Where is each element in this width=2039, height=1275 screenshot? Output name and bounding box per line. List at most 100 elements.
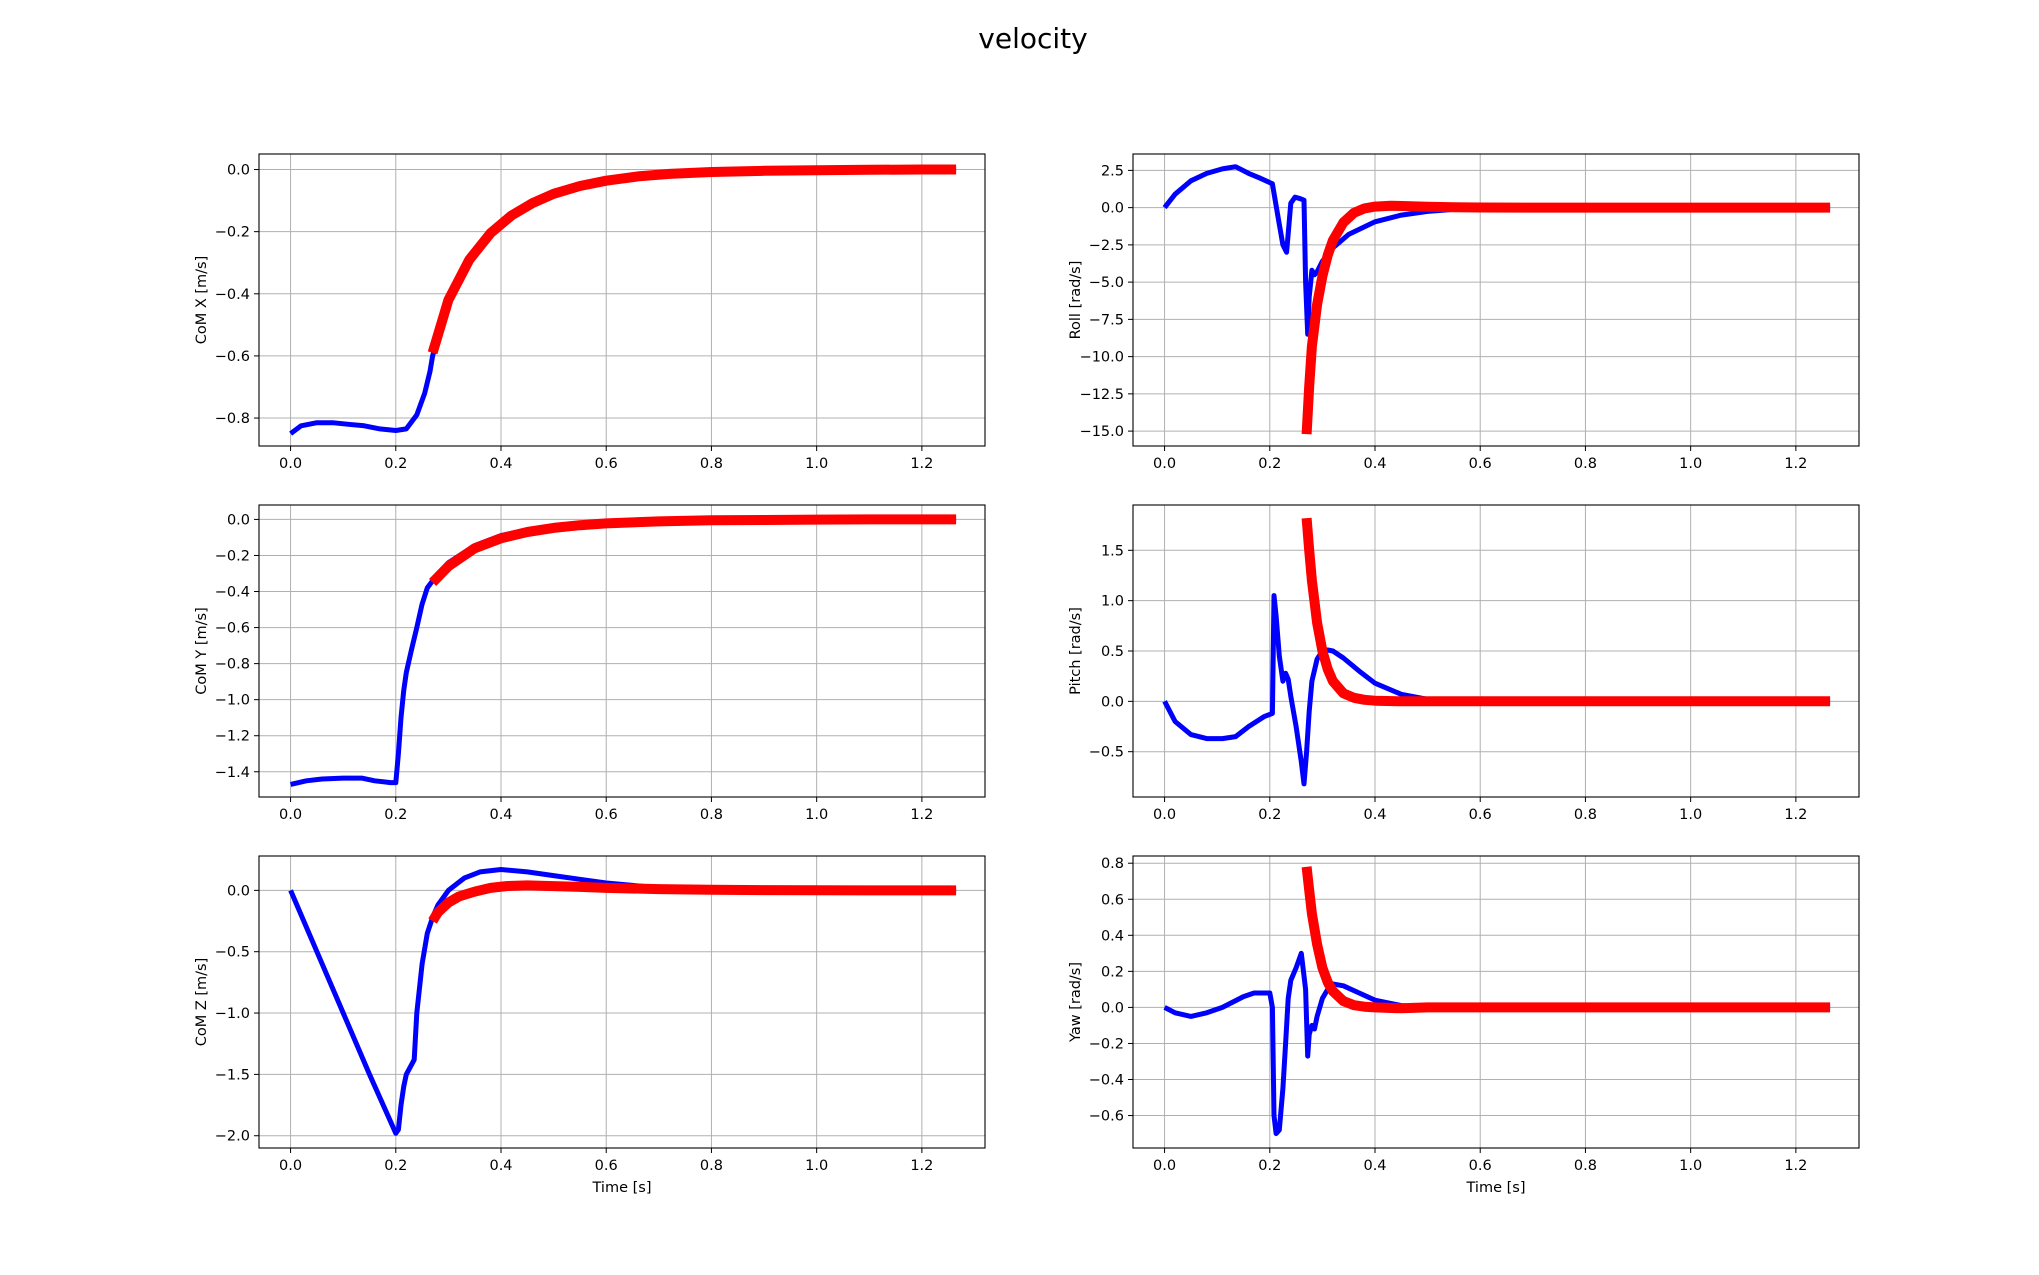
yaw-rad-s-panel: 0.0 0.2 0.4 0.6 0.8 1.0 1.2 0.8 0.6 0.4 0.2 0.0 −0.2… (1068, 855, 1860, 1196)
com-y-m-s-x-tick-label: 0.6 (595, 807, 618, 823)
subplot-grid: 0.0 0.2 0.4 0.6 0.8 1.0 1.2 0.0 −0.2 −0.4 −0.6 −0.8… (194, 153, 1860, 1196)
com-y-m-s-x-tick-label: 1.0 (805, 807, 828, 823)
pitch-rad-s-y-tick-label: 1.0 (1101, 594, 1124, 610)
yaw-rad-s-series-group (1163, 866, 1831, 1137)
yaw-rad-s-blue-line (1163, 950, 1831, 1137)
com-z-m-s-y-tick-label: −1.5 (215, 1067, 250, 1083)
com-x-m-s-panel: 0.0 0.2 0.4 0.6 0.8 1.0 1.2 0.0 −0.2 −0.4 −0.6 −0.8… (194, 153, 986, 472)
com-z-m-s-x-tick-label: 0.4 (489, 1158, 512, 1174)
roll-rad-s-red-line (1301, 200, 1831, 435)
com-y-m-s-x-tick-label: 1.2 (910, 807, 933, 823)
com-x-m-s-x-tick-label: 0.4 (489, 456, 512, 472)
roll-rad-s-y-tick-label: −10.0 (1080, 350, 1124, 366)
com-x-m-s-y-tick-label: −0.8 (215, 411, 250, 427)
roll-rad-s-axes-frame (1132, 153, 1860, 447)
yaw-rad-s-x-tick-label: 0.6 (1469, 1158, 1492, 1174)
yaw-rad-s-y-tick-label: 0.6 (1101, 892, 1124, 908)
yaw-rad-s-y-tick-label: 0.0 (1101, 1000, 1124, 1016)
com-y-m-s-axes-frame (258, 504, 986, 798)
pitch-rad-s-x-tick-label: 0.8 (1574, 807, 1597, 823)
pitch-rad-s-y-tick-label: 1.5 (1101, 543, 1124, 559)
com-x-m-s-x-tick-label: 1.0 (805, 456, 828, 472)
pitch-rad-s-axes-frame (1132, 504, 1860, 798)
roll-rad-s-y-axis-label: Roll [rad/s] (1068, 261, 1084, 340)
com-x-m-s-y-axis-label: CoM X [m/s] (194, 256, 210, 345)
yaw-rad-s-x-axis-label: Time [s] (1466, 1180, 1526, 1196)
roll-rad-s-series-group (1162, 164, 1831, 435)
com-y-m-s-y-tick-label: 0.0 (227, 512, 250, 528)
com-x-m-s-axes-frame (258, 153, 986, 447)
roll-rad-s-x-tick-label: 1.2 (1784, 456, 1807, 472)
figure-title: velocity (978, 22, 1087, 55)
com-z-m-s-y-tick-label: −0.5 (215, 945, 250, 961)
yaw-rad-s-x-tick-label: 0.2 (1258, 1158, 1281, 1174)
roll-rad-s-y-tick-label: −5.0 (1089, 275, 1124, 291)
yaw-rad-s-x-tick-label: 1.2 (1784, 1158, 1807, 1174)
roll-rad-s-y-tick-label: −2.5 (1089, 238, 1124, 254)
com-y-m-s-x-tick-label: 0.2 (384, 807, 407, 823)
com-y-m-s-y-tick-label: −1.4 (215, 765, 250, 781)
com-z-m-s-panel: 0.0 0.2 0.4 0.6 0.8 1.0 1.2 0.0 −0.5 −1.0 −1.5 −2.0… (194, 855, 986, 1196)
com-z-m-s-x-tick-label: 0.2 (384, 1158, 407, 1174)
yaw-rad-s-y-tick-label: 0.4 (1101, 928, 1124, 944)
roll-rad-s-y-tick-label: −12.5 (1080, 387, 1124, 403)
com-y-m-s-x-tick-label: 0.4 (489, 807, 512, 823)
com-x-m-s-x-tick-label: 1.2 (910, 456, 933, 472)
com-z-m-s-red-line (428, 880, 957, 924)
com-x-m-s-y-tick-label: 0.0 (227, 163, 250, 179)
com-y-m-s-series-group (290, 514, 957, 787)
roll-rad-s-x-tick-label: 0.6 (1469, 456, 1492, 472)
com-z-m-s-x-tick-label: 0.8 (700, 1158, 723, 1174)
com-z-m-s-x-tick-label: 0.0 (279, 1158, 302, 1174)
roll-rad-s-y-tick-label: 2.5 (1101, 163, 1124, 179)
roll-rad-s-panel: 0.0 0.2 0.4 0.6 0.8 1.0 1.2 2.5 0.0 −2.5 −5.0 −7.5 −… (1068, 153, 1860, 472)
roll-rad-s-x-tick-label: 1.0 (1679, 456, 1702, 472)
com-z-m-s-x-tick-label: 1.0 (805, 1158, 828, 1174)
roll-rad-s-y-tick-label: −7.5 (1089, 312, 1124, 328)
pitch-rad-s-y-tick-label: −0.5 (1089, 745, 1124, 761)
com-y-m-s-y-tick-label: −0.2 (215, 548, 250, 564)
com-z-m-s-y-tick-label: 0.0 (227, 883, 250, 899)
pitch-rad-s-series-group (1162, 517, 1831, 787)
com-y-m-s-y-axis-label: CoM Y [m/s] (194, 607, 210, 694)
pitch-rad-s-x-tick-label: 0.6 (1469, 807, 1492, 823)
com-z-m-s-x-tick-label: 0.6 (595, 1158, 618, 1174)
pitch-rad-s-y-axis-label: Pitch [rad/s] (1068, 607, 1084, 695)
pitch-rad-s-panel: 0.0 0.2 0.4 0.6 0.8 1.0 1.2 1.5 1.0 0.5 0.0 −0.5 Pit… (1068, 504, 1860, 823)
com-z-m-s-y-tick-label: −2.0 (215, 1129, 250, 1145)
pitch-rad-s-x-tick-label: 1.2 (1784, 807, 1807, 823)
pitch-rad-s-x-tick-label: 0.2 (1258, 807, 1281, 823)
com-x-m-s-y-tick-label: −0.4 (215, 287, 250, 303)
pitch-rad-s-x-tick-label: 0.4 (1363, 807, 1386, 823)
com-x-m-s-x-tick-label: 0.0 (279, 456, 302, 472)
com-y-m-s-y-tick-label: −1.0 (215, 693, 250, 709)
com-y-m-s-y-tick-label: −0.8 (215, 657, 250, 673)
roll-rad-s-x-tick-label: 0.0 (1153, 456, 1176, 472)
yaw-rad-s-x-tick-label: 0.8 (1574, 1158, 1597, 1174)
roll-rad-s-x-tick-label: 0.8 (1574, 456, 1597, 472)
pitch-rad-s-x-tick-label: 0.0 (1153, 807, 1176, 823)
com-y-m-s-x-tick-label: 0.8 (700, 807, 723, 823)
yaw-rad-s-y-tick-label: −0.2 (1089, 1036, 1124, 1052)
com-z-m-s-x-tick-label: 1.2 (910, 1158, 933, 1174)
com-x-m-s-x-tick-label: 0.6 (595, 456, 618, 472)
com-y-m-s-x-tick-label: 0.0 (279, 807, 302, 823)
yaw-rad-s-y-axis-label: Yaw [rad/s] (1068, 962, 1084, 1043)
com-y-m-s-panel: 0.0 0.2 0.4 0.6 0.8 1.0 1.2 0.0 −0.2 −0.4 −0.6 −0.8… (194, 504, 986, 823)
com-z-m-s-axes-frame (258, 855, 986, 1149)
com-x-m-s-red-line (427, 164, 957, 355)
roll-rad-s-y-tick-label: 0.0 (1101, 201, 1124, 217)
yaw-rad-s-y-tick-label: 0.2 (1101, 964, 1124, 980)
com-x-m-s-x-tick-label: 0.2 (384, 456, 407, 472)
yaw-rad-s-y-tick-label: −0.4 (1089, 1073, 1124, 1089)
com-z-m-s-y-tick-label: −1.0 (215, 1006, 250, 1022)
com-y-m-s-y-tick-label: −0.4 (215, 585, 250, 601)
pitch-rad-s-y-tick-label: 0.0 (1101, 694, 1124, 710)
com-z-m-s-series-group (288, 867, 957, 1136)
com-x-m-s-y-tick-label: −0.2 (215, 225, 250, 241)
roll-rad-s-x-tick-label: 0.2 (1258, 456, 1281, 472)
yaw-rad-s-x-tick-label: 0.4 (1363, 1158, 1386, 1174)
roll-rad-s-x-tick-label: 0.4 (1363, 456, 1386, 472)
